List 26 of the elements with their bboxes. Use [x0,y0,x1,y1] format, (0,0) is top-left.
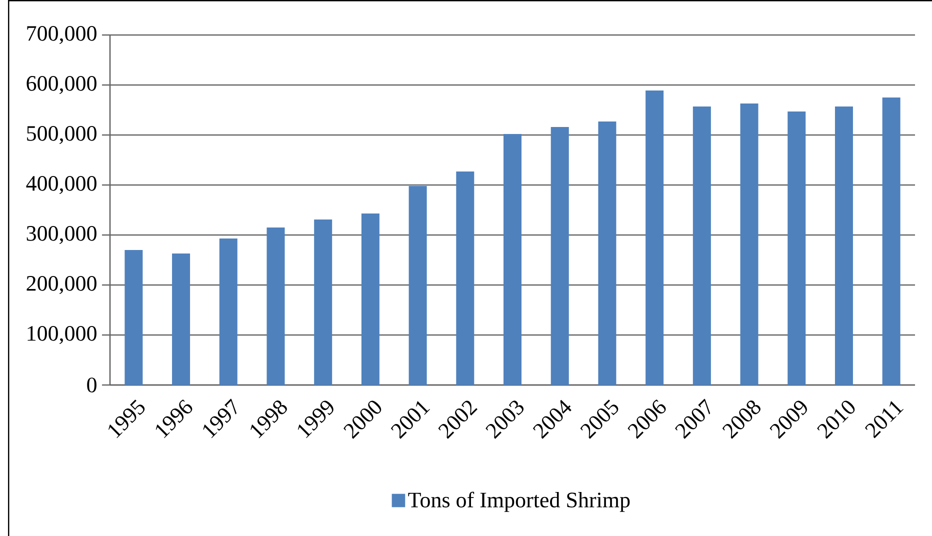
y-tick-label: 0 [87,378,96,392]
y-tick-label: 600,000 [26,76,96,94]
bar [408,186,427,385]
legend-label: Tons of Imported Shrimp [408,492,630,512]
bar [692,106,711,385]
bar [124,250,143,385]
y-tick-label: 500,000 [27,126,96,144]
bar [788,112,806,385]
y-tick-label: 300,000 [26,226,96,244]
bar [834,106,853,385]
y-tick-label: 100,000 [28,326,96,344]
bar [219,238,238,385]
bar [740,104,758,385]
bar [172,254,190,385]
bar [456,172,474,385]
y-tick-label: 700,000 [27,26,96,44]
bar [361,214,380,385]
bar [314,220,332,385]
bar [550,127,569,385]
bar [266,228,285,385]
bar [598,122,616,385]
bar [646,90,664,385]
y-tick-label: 400,000 [26,176,96,194]
bar [882,98,900,385]
y-tick-label: 200,000 [26,276,96,294]
bar [504,134,522,385]
